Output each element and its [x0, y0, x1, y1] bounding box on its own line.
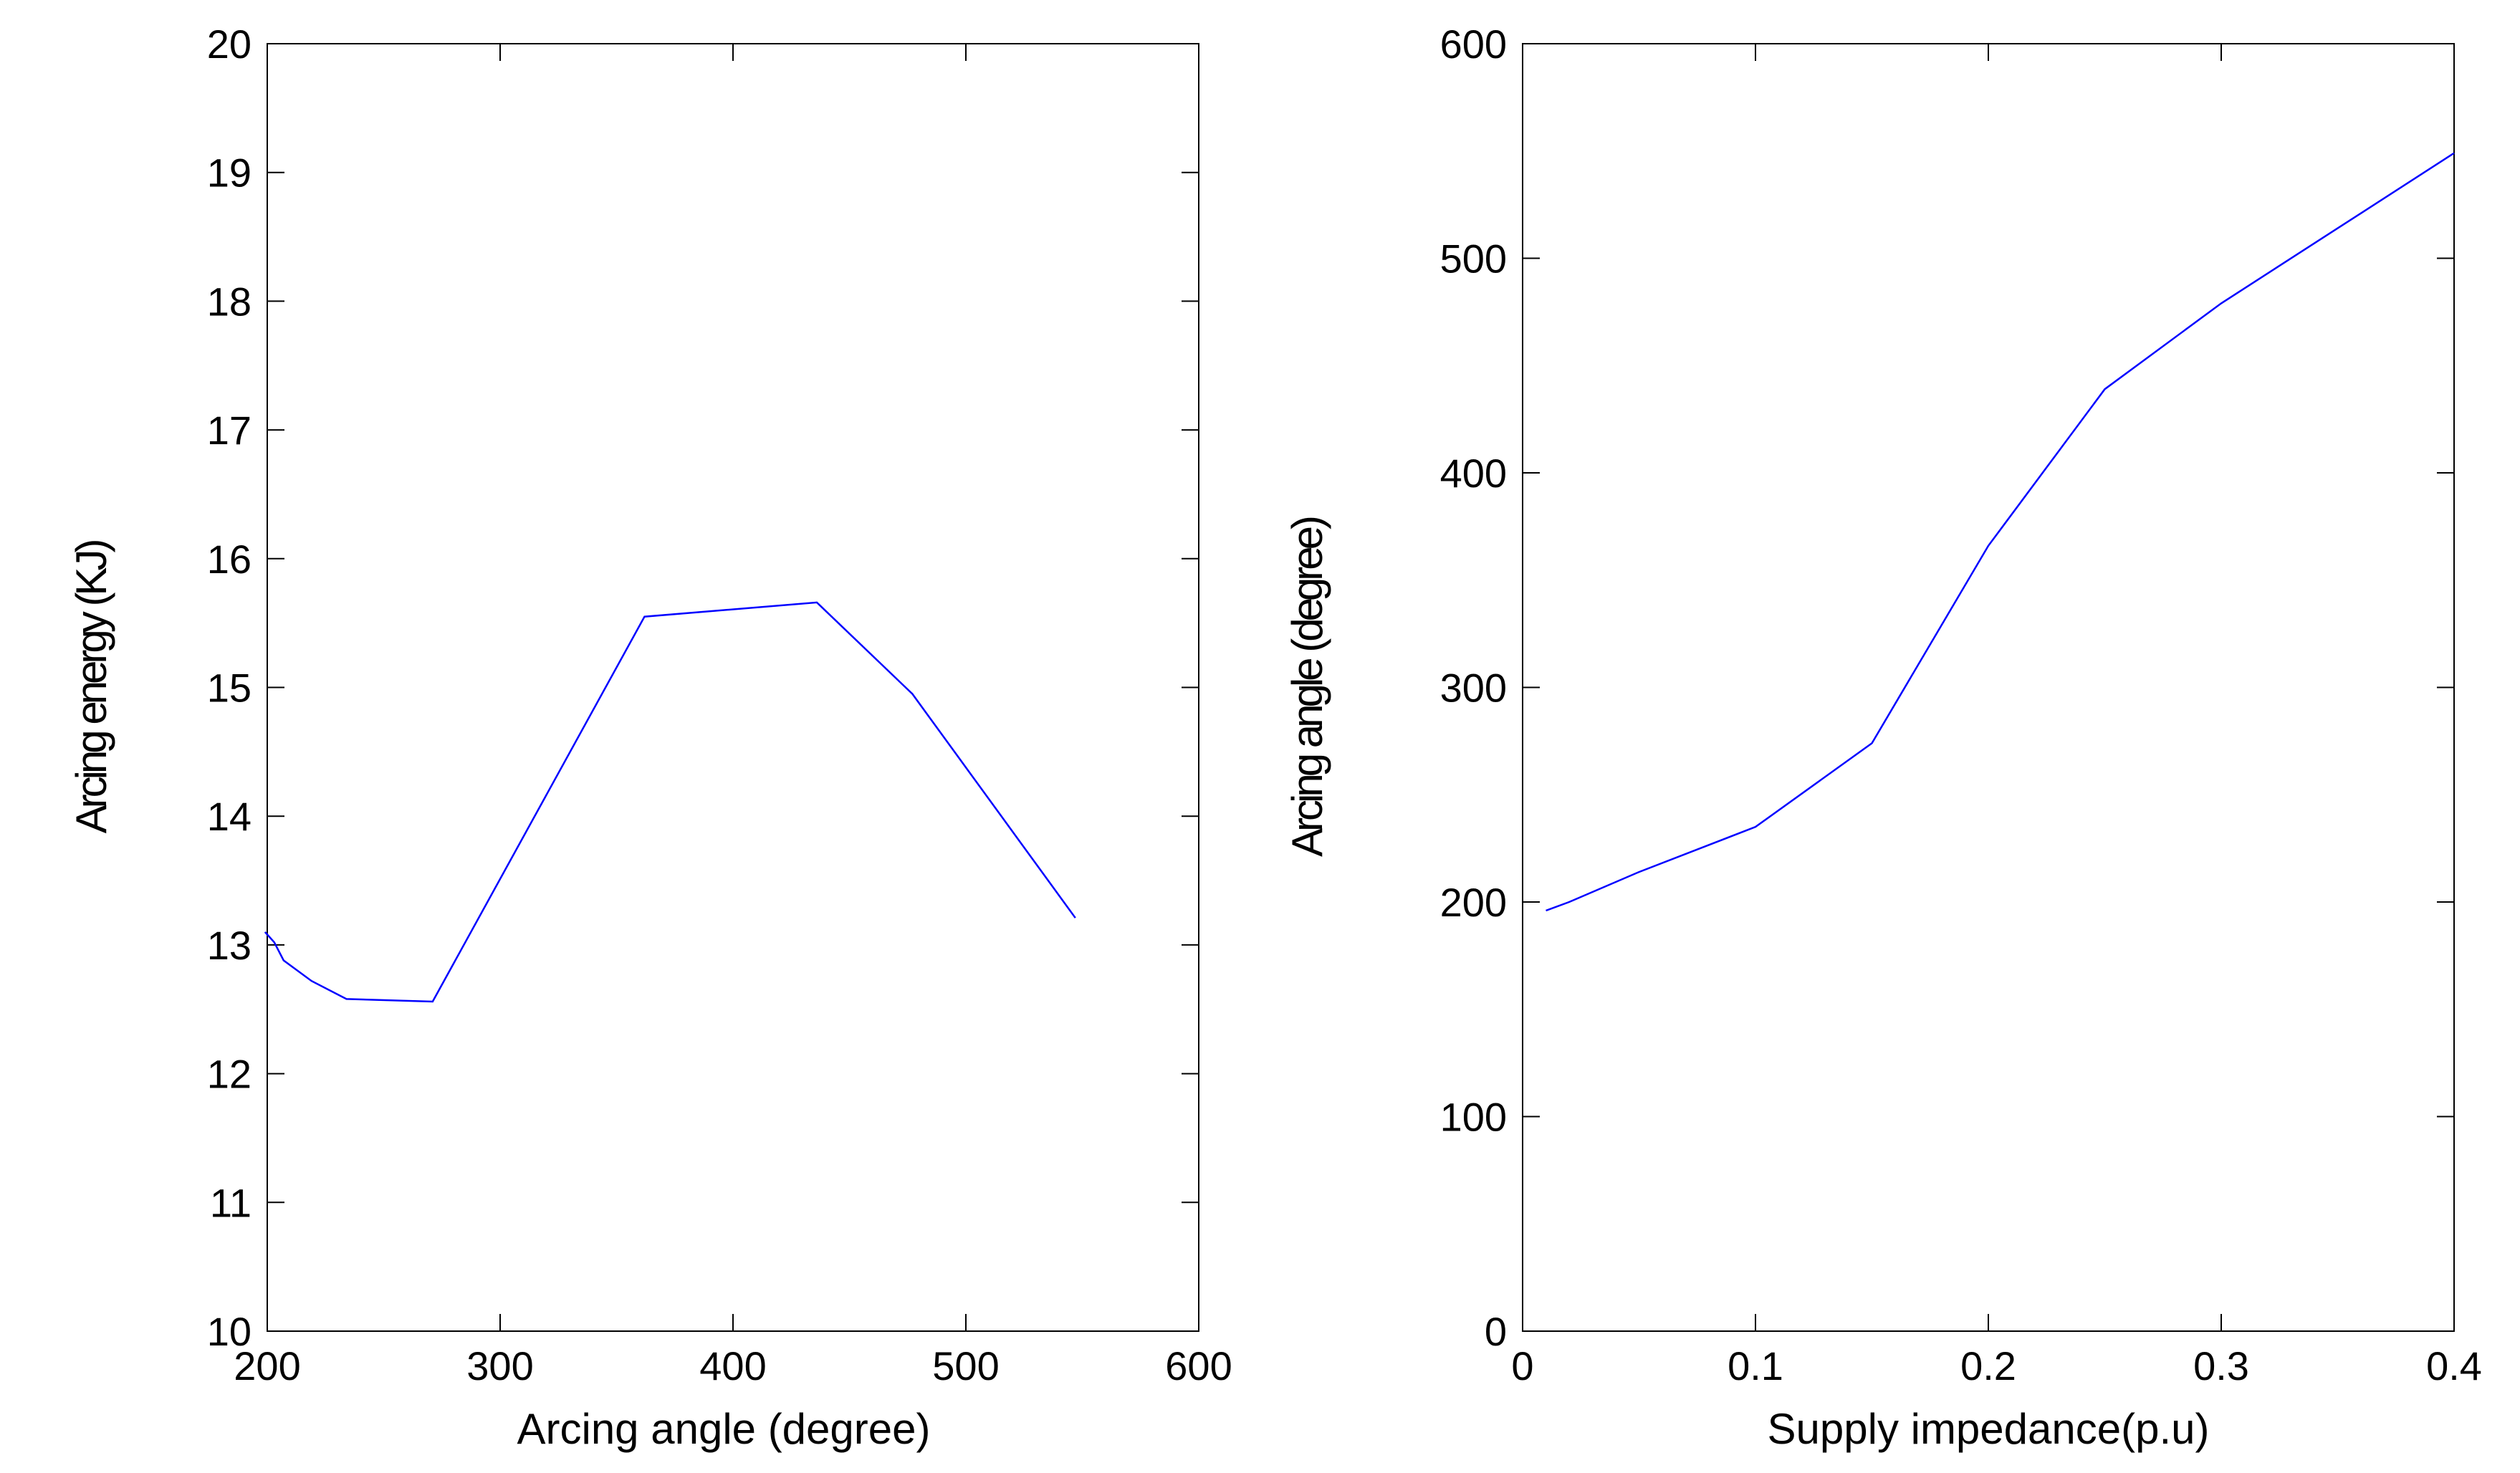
- series-lines: [1546, 152, 2455, 912]
- x-tick-label: 600: [1165, 1343, 1232, 1388]
- x-axis-label: Arcing angle (degree): [517, 1405, 930, 1453]
- y-tick-label: 10: [207, 1309, 251, 1354]
- x-tick-labels: 200 300 400 500 600: [234, 1343, 1232, 1388]
- y-tick-labels: 10 11 12 13 14 15 16 17 18 19 20: [207, 21, 251, 1354]
- y-tick-label: 100: [1440, 1095, 1507, 1140]
- y-tick-label: 19: [207, 150, 251, 196]
- x-tick-label: 500: [932, 1343, 999, 1388]
- y-axis-label: Arcing angle (degree): [1283, 517, 1331, 857]
- y-tick-label: 18: [207, 279, 251, 324]
- x-axis-label: Supply impedance(p.u): [1767, 1405, 2209, 1453]
- y-tick-label: 400: [1440, 451, 1507, 496]
- y-tick-label: 13: [207, 923, 251, 968]
- series-line-angle: [1546, 152, 2455, 912]
- y-tick-label: 15: [207, 666, 251, 711]
- series-line-energy: [264, 601, 1076, 1003]
- x-tick-label: 0: [1511, 1343, 1533, 1388]
- tick-marks: [1522, 43, 2455, 1332]
- x-tick-label: 200: [234, 1343, 300, 1388]
- y-tick-label: 16: [207, 537, 251, 582]
- y-axis-label: Arcing energy (KJ): [67, 541, 115, 834]
- x-tick-labels: 0 0.1 0.2 0.3 0.4: [1511, 1343, 2482, 1388]
- y-tick-label: 11: [210, 1180, 251, 1225]
- series-lines: [264, 601, 1076, 1003]
- x-tick-label: 0.3: [2193, 1343, 2249, 1388]
- y-tick-label: 0: [1485, 1309, 1507, 1354]
- plot-area-frame: [267, 43, 1199, 1332]
- chart-arcing-angle: 0 0.1 0.2 0.3 0.4 0 100 200 300 400 500 600 Supply…: [1283, 21, 2482, 1453]
- y-tick-label: 500: [1440, 236, 1507, 282]
- x-tick-label: 400: [699, 1343, 766, 1388]
- y-tick-label: 300: [1440, 666, 1507, 711]
- y-tick-label: 14: [207, 794, 251, 839]
- y-tick-label: 20: [207, 21, 251, 67]
- tick-marks: [267, 43, 1199, 1332]
- x-tick-label: 0.2: [1960, 1343, 2016, 1388]
- chart-arcing-energy: 200 300 400 500 600 10 11 12 13 14 15 16 17 18 19 20 A…: [67, 21, 1232, 1453]
- y-tick-label: 200: [1440, 880, 1507, 925]
- x-tick-label: 0.4: [2426, 1343, 2482, 1388]
- y-tick-labels: 0 100 200 300 400 500 600: [1440, 21, 1507, 1354]
- y-tick-label: 17: [207, 408, 251, 453]
- x-tick-label: 0.1: [1728, 1343, 1783, 1388]
- x-tick-label: 300: [466, 1343, 533, 1388]
- y-tick-label: 12: [207, 1052, 251, 1097]
- plot-area-frame: [1522, 43, 2455, 1332]
- y-tick-label: 600: [1440, 21, 1507, 67]
